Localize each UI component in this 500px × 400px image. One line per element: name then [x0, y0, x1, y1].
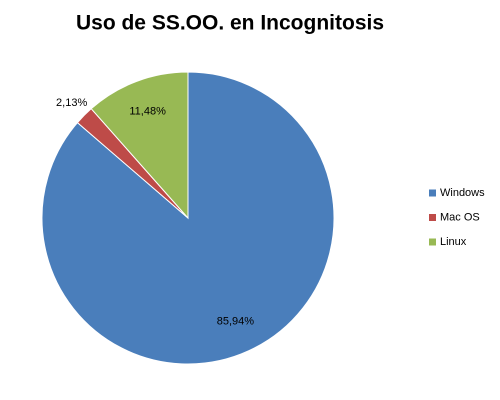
legend-swatch	[429, 214, 436, 221]
legend-swatch	[429, 189, 436, 197]
data-label: 2,13%	[56, 97, 87, 109]
chart-title: Uso de SS.OO. en Incognitosis	[76, 12, 384, 35]
pie-slice	[90, 71, 189, 220]
legend-swatch	[429, 238, 436, 246]
data-label: 11,48%	[129, 105, 166, 117]
legend-label: Linux	[440, 236, 467, 248]
data-label: 85,94%	[217, 315, 255, 327]
legend-label: Mac OS	[440, 211, 480, 223]
legend-label: Windows	[440, 187, 485, 199]
